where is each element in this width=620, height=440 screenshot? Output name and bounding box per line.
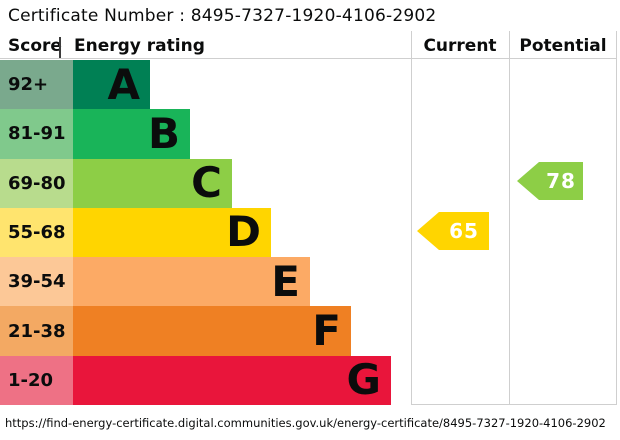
- band-score-range: 92+: [0, 60, 73, 110]
- band-row-g: 1-20 G: [0, 355, 411, 405]
- band-row-e: 39-54 E: [0, 257, 411, 307]
- band-score-range: 81-91: [0, 109, 73, 159]
- band-row-a: 92+ A: [0, 60, 411, 110]
- band-bar-f: F: [73, 306, 351, 356]
- band-score-range: 69-80: [0, 158, 73, 208]
- divider-right-edge: [616, 31, 617, 404]
- divider-current-left: [411, 31, 412, 404]
- band-score-range: 39-54: [0, 257, 73, 307]
- arrow-left-tip-icon: [417, 211, 439, 250]
- band-bar-b: B: [73, 109, 190, 159]
- current-rating-arrow: 65: [417, 211, 489, 250]
- header-energy-rating: Energy rating: [74, 36, 205, 56]
- band-row-b: 81-91 B: [0, 109, 411, 159]
- potential-rating-arrow: 78: [517, 162, 583, 201]
- band-bar-a: A: [73, 60, 150, 110]
- header-score: Score: [8, 36, 62, 56]
- arrow-left-tip-icon: [517, 162, 539, 201]
- band-score-range: 1-20: [0, 355, 73, 405]
- header-underline: [0, 58, 617, 59]
- band-bar-g: G: [73, 355, 391, 405]
- rating-bands: 92+ A 81-91 B 69-80 C 55-68 D 39-54 E 21-38 F 1-20 G: [0, 60, 411, 405]
- table-bottom-border: [411, 404, 617, 405]
- band-score-range: 21-38: [0, 306, 73, 356]
- band-bar-e: E: [73, 257, 310, 307]
- band-row-d: 55-68 D: [0, 207, 411, 258]
- current-rating-value: 65: [439, 211, 489, 250]
- certificate-number: Certificate Number : 8495-7327-1920-4106…: [8, 6, 437, 26]
- band-row-c: 69-80 C: [0, 158, 411, 208]
- band-bar-c: C: [73, 158, 232, 208]
- divider-current-potential: [509, 31, 510, 404]
- band-row-f: 21-38 F: [0, 306, 411, 356]
- certificate-url: https://find-energy-certificate.digital.…: [5, 416, 606, 430]
- band-score-range: 55-68: [0, 207, 73, 258]
- header-divider-tick: [59, 37, 61, 58]
- potential-rating-value: 78: [539, 162, 583, 201]
- band-bar-d: D: [73, 207, 271, 258]
- header-current: Current: [423, 36, 497, 56]
- header-potential: Potential: [519, 36, 607, 56]
